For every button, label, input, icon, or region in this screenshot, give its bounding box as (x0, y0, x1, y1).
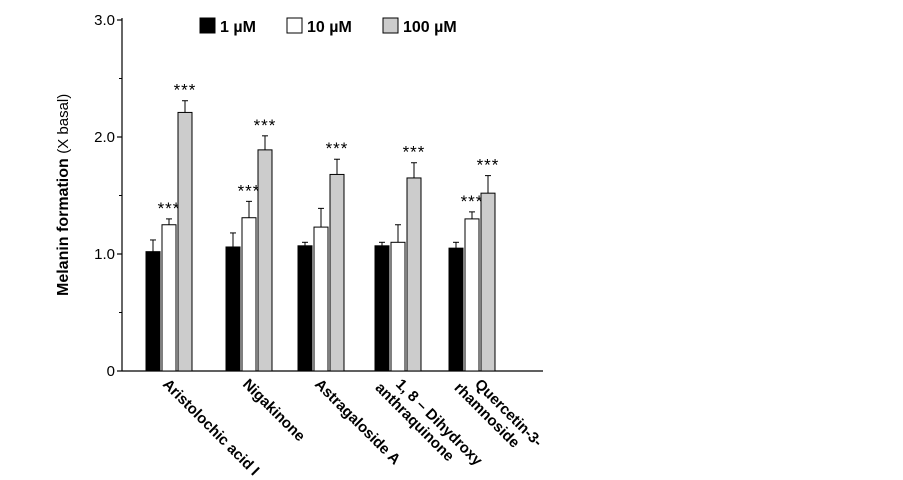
bar (480, 192, 496, 372)
significance-label: *** (477, 156, 500, 175)
category-label: Nigakinone (239, 376, 308, 445)
y-axis-label-unit: (X basal) (55, 94, 72, 154)
bar (374, 245, 390, 372)
bar (448, 247, 464, 372)
legend-swatch (382, 17, 399, 34)
bar (241, 217, 257, 372)
bar (177, 111, 193, 372)
bar (297, 245, 313, 372)
bar (313, 226, 329, 372)
y-axis-title: Melanin formation (X basal) (55, 94, 72, 296)
legend-label: 100 µM (403, 19, 457, 36)
y-tick-label: 2.0 (94, 129, 115, 146)
significance-label: *** (238, 181, 261, 200)
bar (406, 177, 422, 372)
significance-label: *** (326, 139, 349, 158)
bar (145, 251, 161, 372)
bar (390, 241, 406, 372)
legend-swatch (286, 17, 303, 34)
legend-label: 10 µM (307, 19, 352, 36)
bar (225, 246, 241, 372)
bar (257, 149, 273, 372)
y-tick-label: 1.0 (94, 246, 115, 263)
significance-label: *** (174, 81, 197, 100)
significance-label: *** (461, 192, 484, 211)
y-axis-label: Melanin formation (X basal) (55, 94, 72, 296)
bars: *** *** *** *** *** *** *** *** (145, 81, 500, 372)
y-tick-label: 3.0 (94, 12, 115, 29)
y-tick-label: 0 (107, 363, 115, 380)
bar (464, 218, 480, 372)
significance-label: *** (158, 199, 181, 218)
y-axis-label-main: Melanin formation (55, 154, 72, 296)
significance-label: *** (254, 116, 277, 135)
significance-label: *** (403, 143, 426, 162)
legend-swatch (199, 17, 216, 34)
category-label-line: Nigakinone (239, 376, 308, 445)
legend-label: 1 µM (220, 19, 256, 36)
bar (161, 224, 177, 372)
bar (329, 173, 345, 372)
legend: 1 µM 10 µM 100 µM (199, 17, 457, 36)
